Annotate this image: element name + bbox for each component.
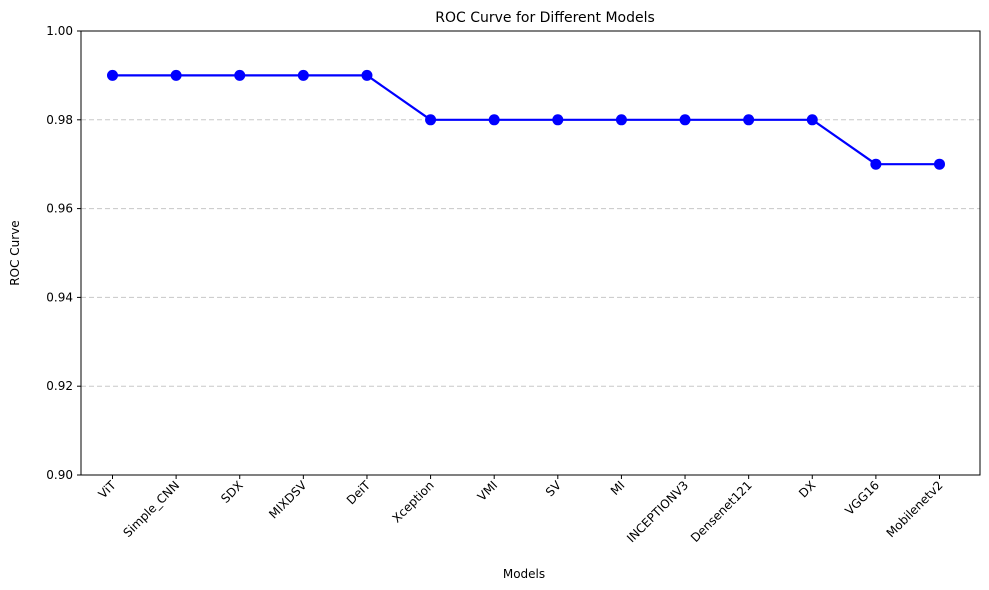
plot-frame [80,30,981,476]
x-tick-label: Densenet121 [688,478,755,545]
grid [81,119,980,387]
data-point [679,114,691,126]
axes [80,30,981,476]
data-point [615,114,627,126]
y-tick-label: 0.92 [46,379,73,393]
data-point [107,69,118,81]
x-tick-label: MI [608,478,628,498]
data-point [425,114,437,126]
data-point [934,158,945,170]
x-tick-label: INCEPTIONV3 [624,478,691,545]
y-axis-label: ROC Curve [8,220,22,285]
x-axis-label: Models [503,567,545,581]
x-tick-label: DeiT [344,478,374,508]
x-tick-label: DX [796,478,818,500]
x-tick-label: VGG16 [842,478,882,518]
x-tick-label: Mobilenetv2 [884,478,946,540]
data-point [870,158,882,170]
ticks: 0.90 0.92 0.94 0.96 0.98 1.00 ViT Simple_CNN SDX… [46,24,945,545]
x-tick-label: SDX [218,478,246,506]
data-point [743,114,755,126]
data-point [488,114,500,126]
data-point [806,114,818,126]
y-tick-label: 0.96 [46,202,73,216]
series-line [112,74,940,166]
x-tick-label: MIXDSV [266,478,310,522]
data-point [234,69,246,81]
data-point [297,69,309,81]
x-tick-label: Xception [389,478,436,525]
x-tick-label: Simple_CNN [120,478,182,540]
y-tick-label: 0.98 [46,113,73,127]
y-tick-label: 0.90 [46,468,73,482]
y-tick-label: 1.00 [46,24,73,38]
data-point [552,114,564,126]
x-tick-label: VMI [475,478,501,504]
chart-title: ROC Curve for Different Models [435,10,655,26]
series-layer [107,69,945,170]
data-point [361,69,373,81]
x-tick-label: SV [543,478,565,500]
y-tick-label: 0.94 [46,290,73,304]
data-point [170,69,182,81]
x-tick-label: ViT [96,478,120,502]
